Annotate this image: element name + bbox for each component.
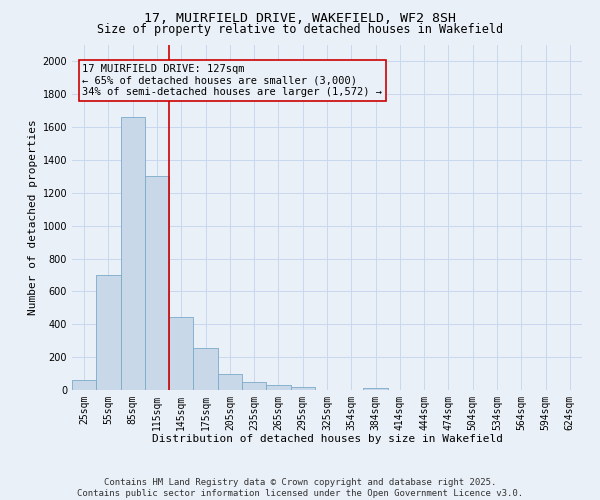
Bar (145, 176, 169, 390)
Bar (290, 386, 315, 390)
Bar (169, 317, 193, 390)
Bar (242, 382, 266, 390)
Bar (72, 380, 96, 390)
Y-axis label: Number of detached properties: Number of detached properties (28, 120, 38, 316)
X-axis label: Distribution of detached houses by size in Wakefield: Distribution of detached houses by size … (151, 434, 503, 444)
Text: Contains HM Land Registry data © Crown copyright and database right 2025.
Contai: Contains HM Land Registry data © Crown c… (77, 478, 523, 498)
Bar (193, 348, 218, 390)
Text: Size of property relative to detached houses in Wakefield: Size of property relative to detached ho… (97, 22, 503, 36)
Bar (218, 374, 242, 390)
Bar (96, 275, 121, 390)
Bar (364, 388, 388, 390)
Text: 17, MUIRFIELD DRIVE, WAKEFIELD, WF2 8SH: 17, MUIRFIELD DRIVE, WAKEFIELD, WF2 8SH (144, 12, 456, 26)
Text: 17 MUIRFIELD DRIVE: 127sqm
← 65% of detached houses are smaller (3,000)
34% of s: 17 MUIRFIELD DRIVE: 127sqm ← 65% of deta… (82, 64, 382, 97)
Bar (121, 118, 145, 390)
Bar (266, 385, 290, 390)
